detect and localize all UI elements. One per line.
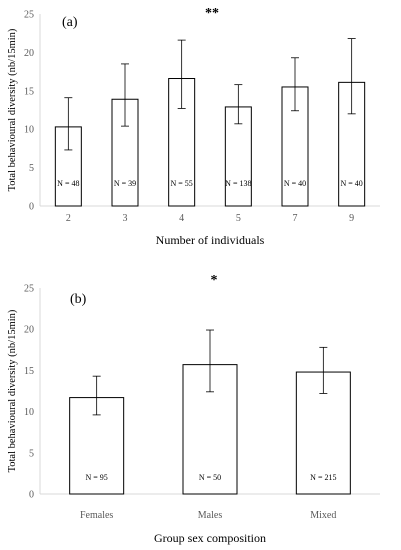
y-tick-label: 5 <box>29 448 34 459</box>
x-tick-label: 4 <box>179 213 184 224</box>
x-tick-label: Mixed <box>310 510 336 521</box>
y-tick-label: 15 <box>24 86 34 97</box>
panel-label: (a) <box>62 15 78 30</box>
x-axis-title: Group sex composition <box>154 531 266 545</box>
y-axis-title: Total behavioural diversity (nb/15min) <box>7 309 18 472</box>
significance-marker: * <box>211 273 218 288</box>
n-label: N = 55 <box>171 179 193 188</box>
x-tick-label: 3 <box>123 213 128 224</box>
chart-panel-2: 0 5 10 15 20 25 N = 95 Females N = 50 Males N = 21… <box>7 273 380 545</box>
n-label: N = 95 <box>86 473 108 482</box>
y-tick-label: 0 <box>29 490 34 501</box>
x-tick-label: 9 <box>349 213 354 224</box>
y-tick-label: 5 <box>29 163 34 174</box>
x-axis-title: Number of individuals <box>156 233 265 247</box>
x-tick-label: 2 <box>66 213 71 224</box>
x-tick-label: 5 <box>236 213 241 224</box>
n-label: N = 39 <box>114 179 136 188</box>
y-tick-label: 25 <box>24 10 34 21</box>
x-tick-label: 7 <box>293 213 298 224</box>
n-label: N = 48 <box>57 179 79 188</box>
y-tick-label: 10 <box>24 125 34 136</box>
y-tick-label: 20 <box>24 48 34 59</box>
y-tick-label: 15 <box>24 366 34 377</box>
y-axis-title: Total behavioural diversity (nb/15min) <box>7 28 18 191</box>
y-tick-label: 25 <box>24 284 34 295</box>
x-tick-label: Females <box>80 510 113 521</box>
y-tick-label: 20 <box>24 325 34 336</box>
n-label: N = 215 <box>310 473 336 482</box>
y-tick-label: 0 <box>29 202 34 213</box>
n-label: N = 138 <box>225 179 251 188</box>
panel-label: (b) <box>70 292 87 307</box>
n-label: N = 40 <box>341 179 363 188</box>
significance-marker: ** <box>205 6 219 21</box>
chart-panel-1: 0 5 10 15 20 25 N = 48 2 N = 39 3 N = 55 4 N = 138 5 N… <box>7 6 380 247</box>
x-tick-label: Males <box>198 510 223 521</box>
bar <box>111 98 139 207</box>
y-tick-label: 10 <box>24 407 34 418</box>
n-label: N = 40 <box>284 179 306 188</box>
n-label: N = 50 <box>199 473 221 482</box>
